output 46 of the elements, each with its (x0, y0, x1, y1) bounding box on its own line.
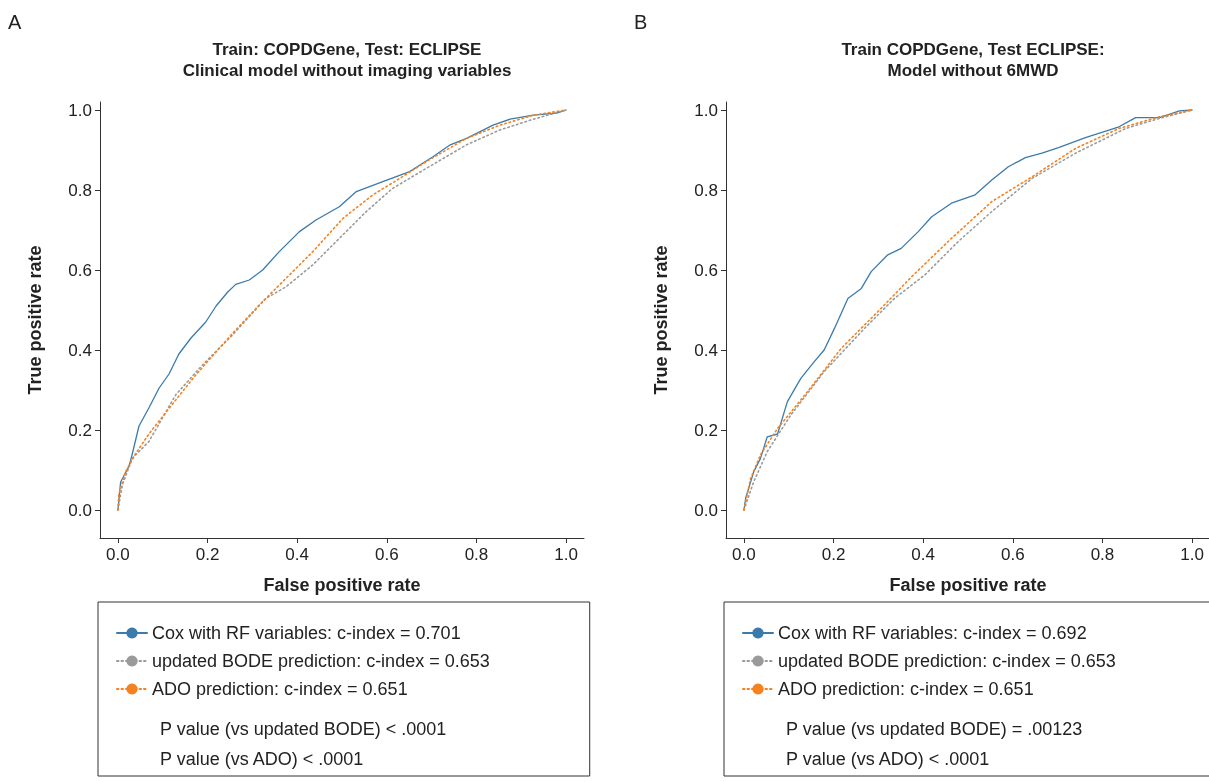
y-tick-label: 0.2 (68, 420, 92, 440)
legend-label: Cox with RF variables: c-index = 0.701 (152, 623, 461, 643)
legend-label: updated BODE prediction: c-index = 0.653 (152, 651, 490, 671)
y-tick-label: 0.0 (694, 500, 718, 520)
x-tick-label: 0.0 (732, 545, 756, 564)
x-tick-label: 0.4 (911, 545, 936, 564)
x-tick-label: 0.8 (1090, 545, 1115, 564)
legend-label: ADO prediction: c-index = 0.651 (152, 679, 408, 699)
legend-label: Cox with RF variables: c-index = 0.692 (778, 623, 1087, 643)
x-tick-label: 0.6 (374, 545, 399, 564)
chart-title: Train: COPDGene, Test: ECLIPSE (212, 40, 482, 59)
y-tick-label: 0.6 (68, 260, 92, 280)
x-tick-label: 0.2 (195, 545, 220, 564)
y-tick-label: 0.4 (694, 340, 718, 360)
y-axis-title: True positive rate (25, 245, 45, 395)
chart-subtitle: Model without 6MWD (887, 61, 1059, 80)
line-series (117, 109, 567, 511)
x-tick-label: 0.8 (464, 545, 489, 564)
x-tick-label: 0.0 (106, 545, 130, 564)
text: P value (vs updated BODE) < .0001 (160, 719, 447, 739)
y-tick-label: 0.0 (68, 500, 92, 520)
text: A (8, 11, 22, 33)
legend-label: ADO prediction: c-index = 0.651 (778, 679, 1034, 699)
chart-subtitle: Clinical model without imaging variables (182, 61, 512, 80)
x-axis-title: False positive rate (889, 575, 1047, 595)
line-series (743, 109, 1193, 511)
y-tick-label: 1.0 (694, 100, 718, 120)
y-tick-label: 0.2 (694, 420, 718, 440)
y-tick-label: 1.0 (68, 100, 92, 120)
y-tick-label: 0.6 (694, 260, 718, 280)
y-tick-label: 0.8 (694, 180, 718, 200)
x-tick-label: 0.2 (821, 545, 846, 564)
x-axis-title: False positive rate (263, 575, 421, 595)
x-tick-label: 0.4 (285, 545, 310, 564)
text: P value (vs ADO) < .0001 (786, 749, 990, 769)
x-tick-label: 1.0 (554, 545, 578, 564)
y-tick-label: 0.8 (68, 180, 92, 200)
x-tick-label: 0.6 (1000, 545, 1025, 564)
y-tick-label: 0.4 (68, 340, 92, 360)
y-axis-title: True positive rate (651, 245, 671, 395)
text: P value (vs ADO) < .0001 (160, 749, 364, 769)
chart-title: Train COPDGene, Test ECLIPSE: (841, 40, 1105, 59)
text: P value (vs updated BODE) = .00123 (786, 719, 1083, 739)
legend-label: updated BODE prediction: c-index = 0.653 (778, 651, 1116, 671)
text: B (634, 11, 648, 33)
x-tick-label: 1.0 (1180, 545, 1204, 564)
